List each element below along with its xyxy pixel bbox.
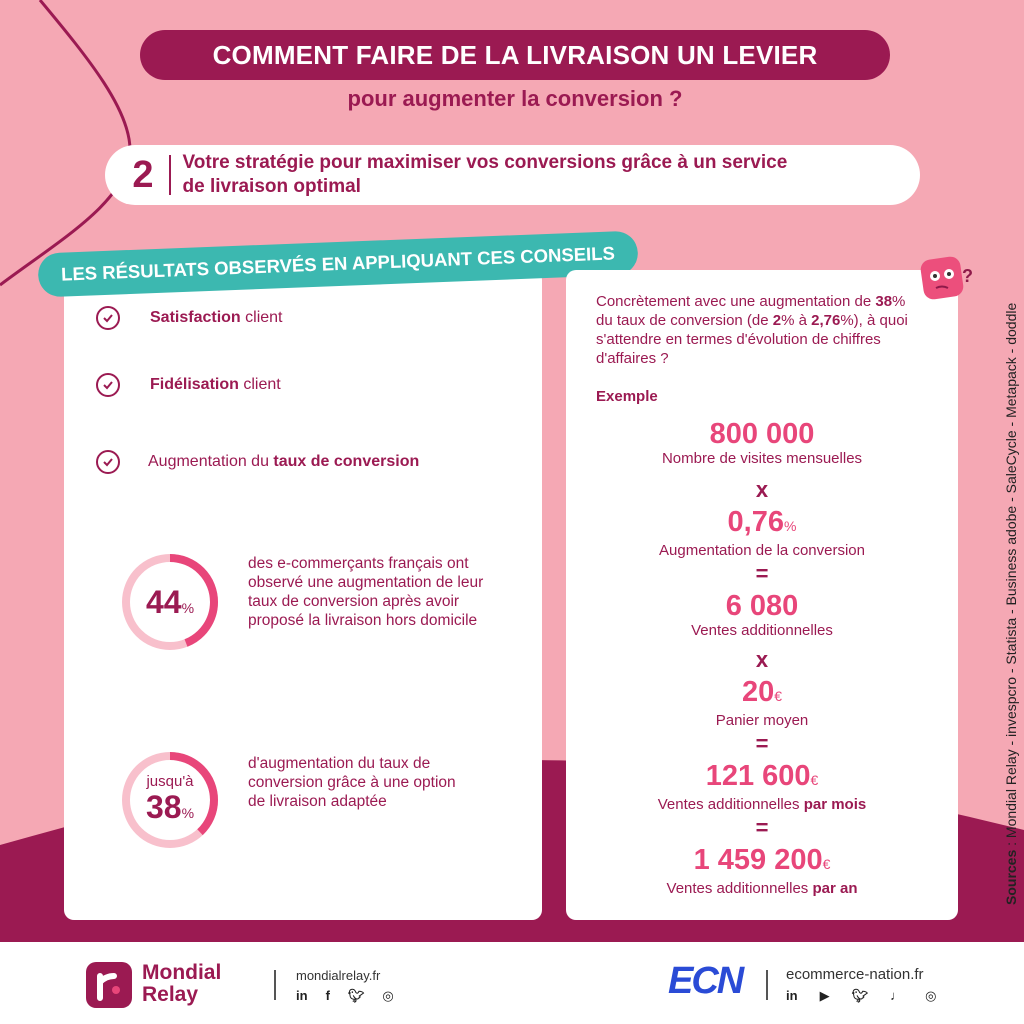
- check-icon: [96, 373, 120, 397]
- check-label: Satisfaction client: [150, 309, 283, 326]
- strategy-pill: 2 Votre stratégie pour maximiser vos con…: [105, 145, 920, 205]
- example-label: Exemple: [596, 388, 658, 405]
- stat-value: 44: [145, 583, 182, 620]
- check-item-satisfaction: Satisfaction client: [96, 306, 282, 330]
- stat-value: 38: [145, 789, 182, 825]
- social-links-right: in ▶ 🐦︎ ♩ ◎: [786, 988, 936, 1004]
- check-icon: [96, 306, 120, 330]
- twitter-icon[interactable]: 🐦︎: [851, 988, 869, 1003]
- check-label: Augmentation du taux de conversion: [148, 453, 420, 470]
- calc-unit: €: [810, 772, 819, 788]
- linkedin-icon[interactable]: in: [296, 988, 308, 1003]
- strategy-text-bold-2: de livraison optimal: [182, 176, 361, 197]
- calc-basket: 20€ Panier moyen: [566, 676, 958, 730]
- mascot-icon: ?: [920, 256, 973, 300]
- stat-prefix: jusqu'à: [146, 773, 194, 790]
- stat-unit: %: [181, 599, 195, 616]
- facebook-icon[interactable]: f: [325, 988, 330, 1003]
- divider: [766, 970, 768, 1000]
- results-card: Satisfaction client Fidélisation client …: [64, 270, 542, 920]
- twitter-icon[interactable]: 🐦︎: [347, 988, 365, 1003]
- example-card: Concrètement avec une augmentation de 38…: [566, 270, 958, 920]
- stat-unit: %: [181, 805, 195, 821]
- calc-operator: x: [755, 647, 769, 672]
- strategy-number: 2: [132, 153, 154, 196]
- calc-operator: x: [755, 477, 769, 502]
- stat-description: d'augmentation du taux de conversion grâ…: [248, 755, 456, 810]
- youtube-icon[interactable]: ▶: [819, 988, 830, 1003]
- calc-monthly: 121 600€ Ventes additionnelles par mois: [566, 760, 958, 814]
- calc-label: Panier moyen: [715, 712, 809, 729]
- mondial-relay-logo: Mondial Relay: [142, 961, 222, 1006]
- divider: [274, 970, 276, 1000]
- example-intro: Concrètement avec une augmentation de 38…: [596, 293, 908, 367]
- social-links-left: in f 🐦︎ ◎: [296, 988, 394, 1004]
- calc-unit: %: [784, 518, 797, 534]
- calc-unit: €: [822, 856, 831, 872]
- calc-visits: 800 000 Nombre de visites mensuelles: [566, 418, 958, 468]
- ecn-logo: ECN: [668, 960, 744, 1002]
- calc-yearly: 1 459 200€ Ventes additionnelles par an: [566, 844, 958, 898]
- calc-label: Ventes additionnelles par mois: [657, 796, 867, 813]
- check-icon: [96, 450, 120, 474]
- calc-conversion: 0,76% Augmentation de la conversion: [566, 506, 958, 560]
- calc-label: Augmentation de la conversion: [659, 542, 865, 559]
- calc-label: Nombre de visites mensuelles: [661, 450, 863, 467]
- check-item-conversion: Augmentation du taux de conversion: [96, 450, 419, 474]
- stat-description: des e-commerçants français ont observé u…: [248, 555, 484, 629]
- ecommerce-nation-link[interactable]: ecommerce-nation.fr: [786, 966, 924, 983]
- calc-operator: =: [755, 815, 769, 840]
- calc-label: Ventes additionnelles par an: [666, 880, 858, 897]
- stat-ring-44: 44%: [120, 552, 220, 652]
- mondial-relay-logo-icon: [86, 962, 132, 1008]
- stat-ring-38: jusqu'à 38%: [120, 750, 220, 850]
- divider: [169, 155, 171, 195]
- title-bar: COMMENT FAIRE DE LA LIVRAISON UN LEVIER: [140, 30, 890, 80]
- calc-value: 6 080: [725, 590, 799, 622]
- calc-operator: =: [755, 561, 769, 586]
- check-item-fidelisation: Fidélisation client: [96, 373, 281, 397]
- instagram-icon[interactable]: ◎: [382, 988, 394, 1003]
- calc-label: Ventes additionnelles: [691, 622, 833, 639]
- sources-text: Sources : Mondial Relay - invespcro - St…: [1003, 302, 1019, 905]
- calc-value: 0,76: [727, 506, 784, 538]
- calc-unit: €: [774, 688, 783, 704]
- calc-value: 800 000: [709, 418, 815, 450]
- calc-operator: =: [755, 731, 769, 756]
- footer: Mondial Relay mondialrelay.fr in f 🐦︎ ◎ E…: [0, 942, 1024, 1024]
- calc-value: 121 600: [705, 760, 811, 792]
- strategy-text: Votre stratégie pour maximiser vos conve…: [183, 151, 788, 199]
- mondialrelay-link[interactable]: mondialrelay.fr: [296, 968, 381, 983]
- strategy-text-part: Votre stratégie pour maximiser vos conve…: [182, 152, 722, 173]
- calc-value: 20: [741, 676, 775, 708]
- page-title: COMMENT FAIRE DE LA LIVRAISON UN LEVIER: [212, 39, 818, 70]
- svg-text:?: ?: [962, 266, 973, 286]
- calc-value: 1 459 200: [693, 844, 823, 876]
- instagram-icon[interactable]: ◎: [925, 988, 937, 1003]
- microphone-icon[interactable]: ♩: [890, 988, 904, 1003]
- page-subtitle: pour augmenter la conversion ?: [347, 86, 683, 111]
- calc-sales: 6 080 Ventes additionnelles: [566, 590, 958, 640]
- check-label: Fidélisation client: [150, 376, 281, 393]
- linkedin-icon[interactable]: in: [786, 988, 798, 1003]
- strategy-text-bold: service: [721, 152, 788, 173]
